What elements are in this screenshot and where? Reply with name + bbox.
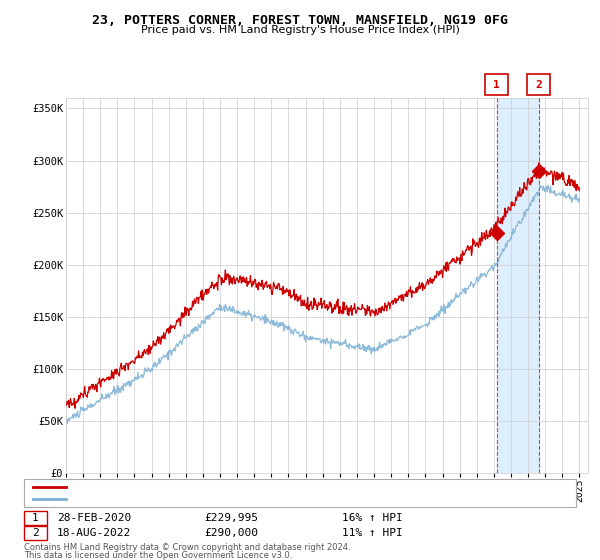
Text: 1: 1	[493, 80, 500, 90]
Text: Price paid vs. HM Land Registry's House Price Index (HPI): Price paid vs. HM Land Registry's House …	[140, 25, 460, 35]
Text: 2: 2	[32, 528, 39, 538]
Text: 23, POTTERS CORNER, FOREST TOWN, MANSFIELD, NG19 0FG (detached house): 23, POTTERS CORNER, FOREST TOWN, MANSFIE…	[69, 482, 463, 492]
Text: 16% ↑ HPI: 16% ↑ HPI	[342, 513, 403, 523]
Text: £229,995: £229,995	[204, 513, 258, 523]
Text: HPI: Average price, detached house, Mansfield: HPI: Average price, detached house, Mans…	[69, 494, 297, 504]
Text: This data is licensed under the Open Government Licence v3.0.: This data is licensed under the Open Gov…	[24, 551, 292, 560]
Text: 11% ↑ HPI: 11% ↑ HPI	[342, 528, 403, 538]
Text: Contains HM Land Registry data © Crown copyright and database right 2024.: Contains HM Land Registry data © Crown c…	[24, 543, 350, 552]
Text: 28-FEB-2020: 28-FEB-2020	[57, 513, 131, 523]
Bar	[497, 98, 539, 473]
Text: £290,000: £290,000	[204, 528, 258, 538]
Text: 2: 2	[536, 80, 542, 90]
Text: 18-AUG-2022: 18-AUG-2022	[57, 528, 131, 538]
Text: 1: 1	[32, 513, 39, 523]
Text: 23, POTTERS CORNER, FOREST TOWN, MANSFIELD, NG19 0FG: 23, POTTERS CORNER, FOREST TOWN, MANSFIE…	[92, 14, 508, 27]
